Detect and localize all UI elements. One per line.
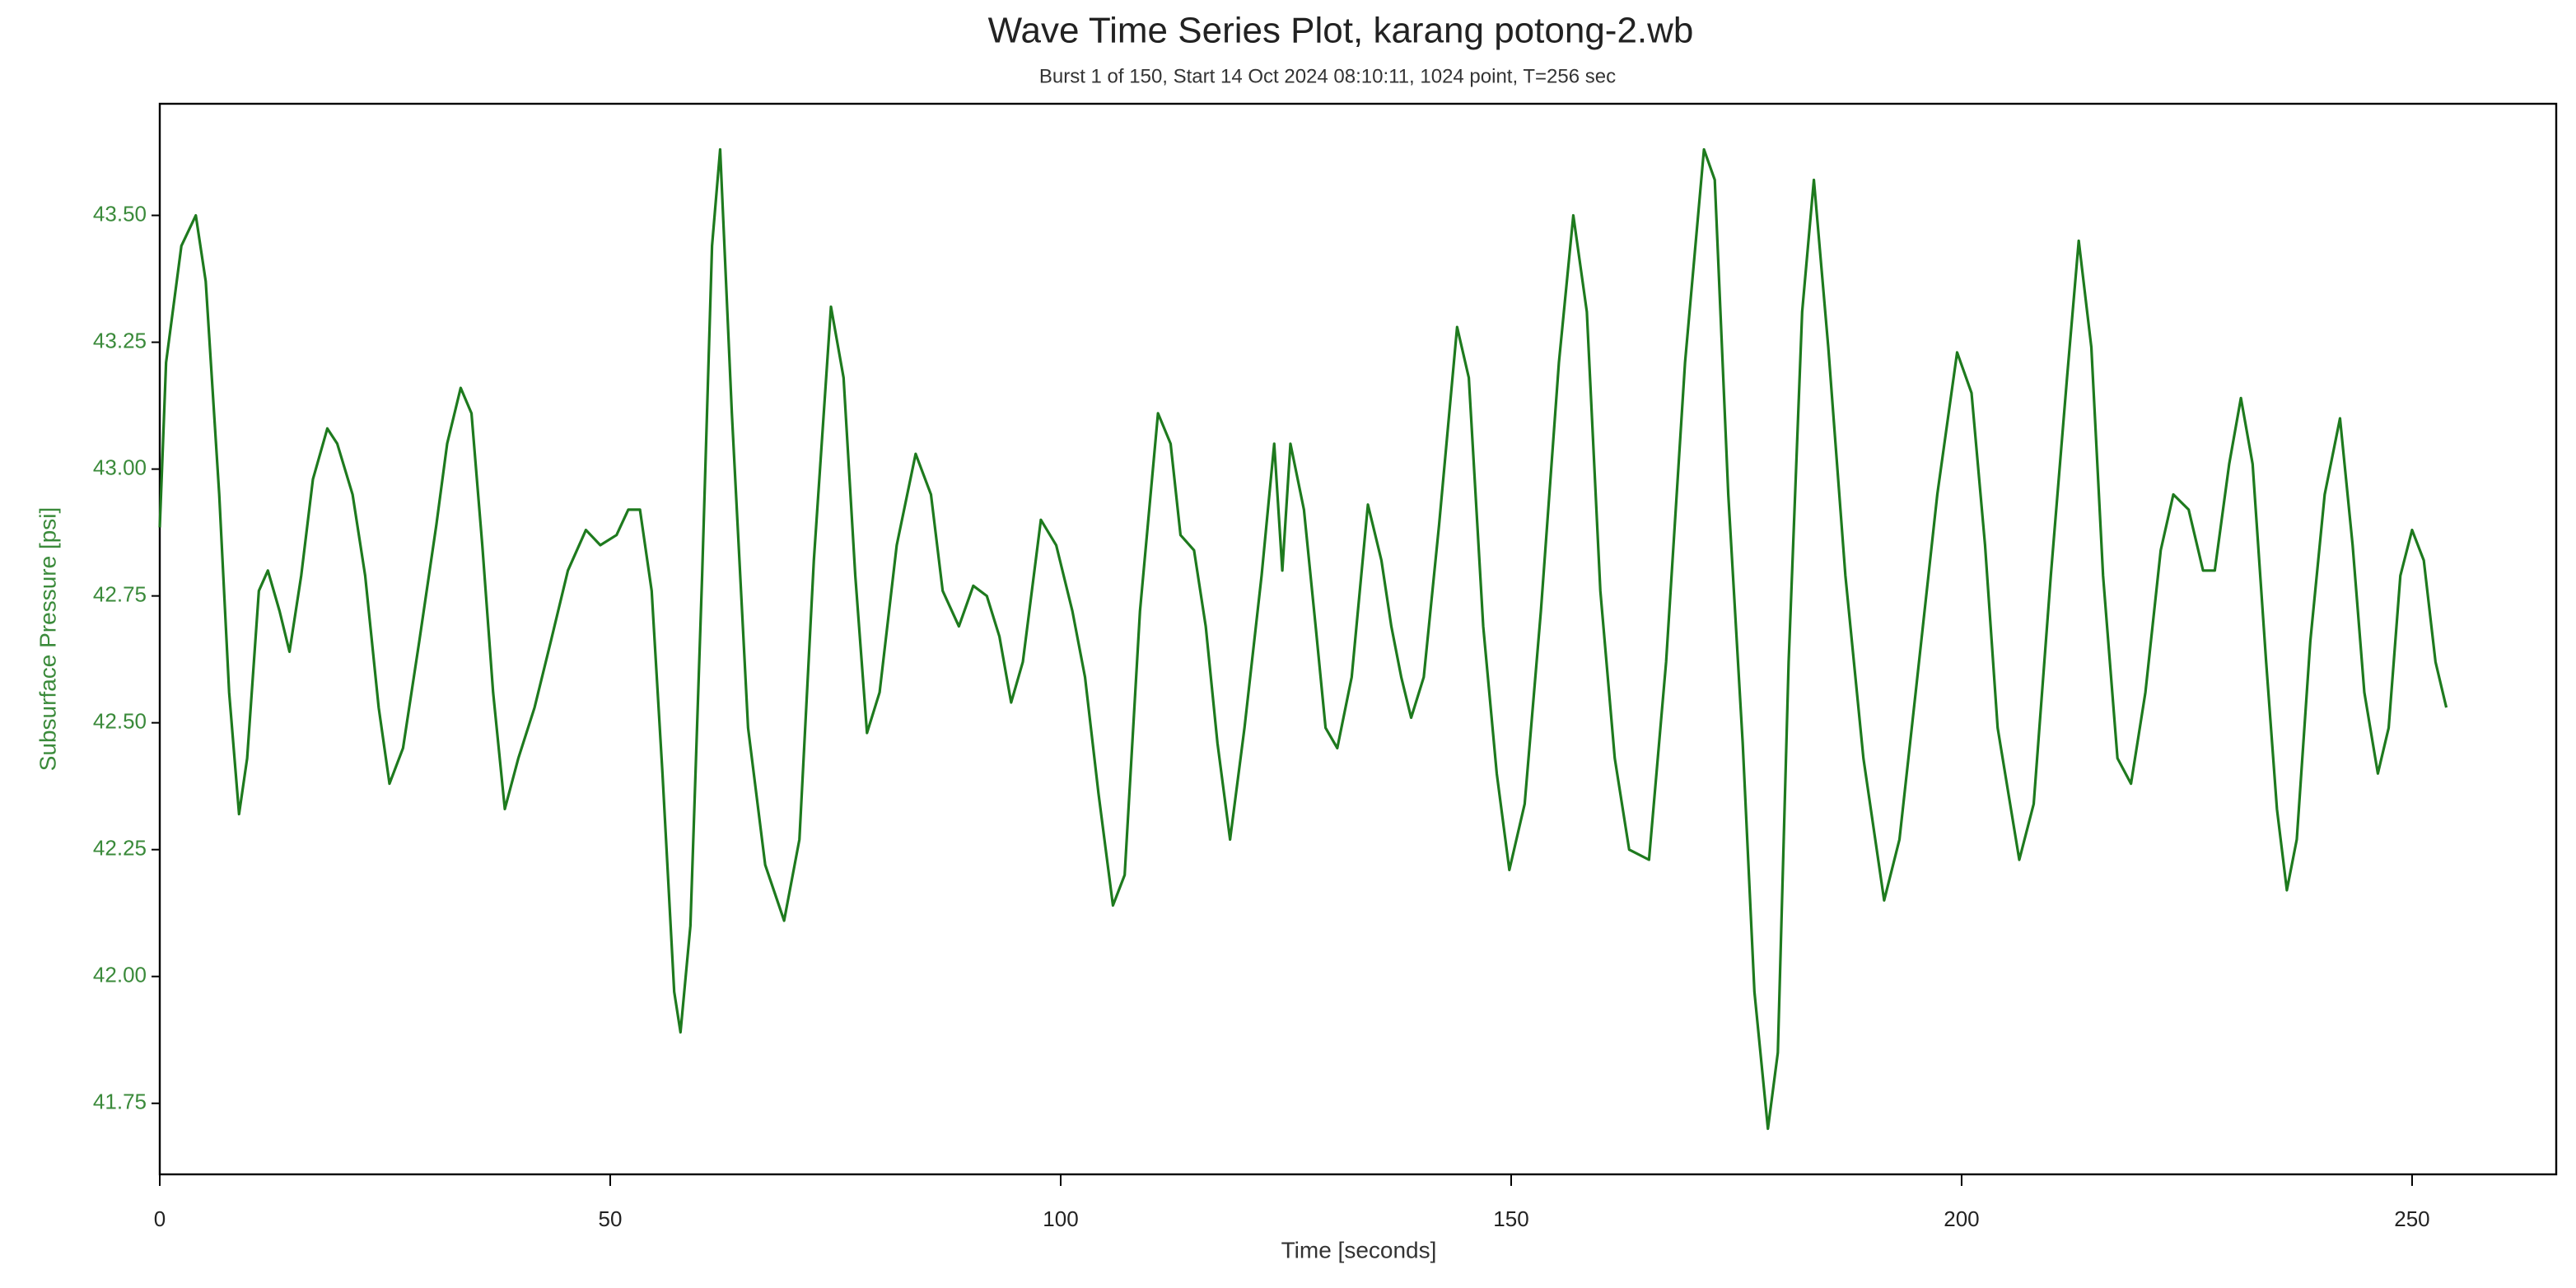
x-tick-label: 100 <box>1043 1206 1078 1231</box>
y-tick-label: 42.00 <box>93 963 147 987</box>
x-tick-label: 50 <box>599 1206 623 1231</box>
x-tick-label: 150 <box>1493 1206 1528 1231</box>
chart-subtitle: Burst 1 of 150, Start 14 Oct 2024 08:10:… <box>1039 65 1616 87</box>
chart-title: Wave Time Series Plot, karang potong-2.w… <box>988 11 1694 51</box>
y-tick-label: 43.25 <box>93 328 147 352</box>
y-tick-label: 43.00 <box>93 455 147 479</box>
x-axis-label: Time [seconds] <box>1281 1237 1437 1262</box>
y-tick-label: 43.50 <box>93 201 147 226</box>
y-tick-label: 41.75 <box>93 1090 147 1114</box>
x-tick-label: 200 <box>1944 1206 1979 1231</box>
x-tick-label: 0 <box>154 1206 166 1231</box>
y-tick-label: 42.75 <box>93 582 147 607</box>
x-tick-label: 250 <box>2394 1206 2429 1231</box>
plot-frame <box>158 102 2558 1176</box>
y-axis-label: Subsurface Pressure [psi] <box>35 507 60 772</box>
data-line <box>158 147 2448 1131</box>
y-tick-label: 42.25 <box>93 836 147 861</box>
y-tick-label: 42.50 <box>93 709 147 734</box>
